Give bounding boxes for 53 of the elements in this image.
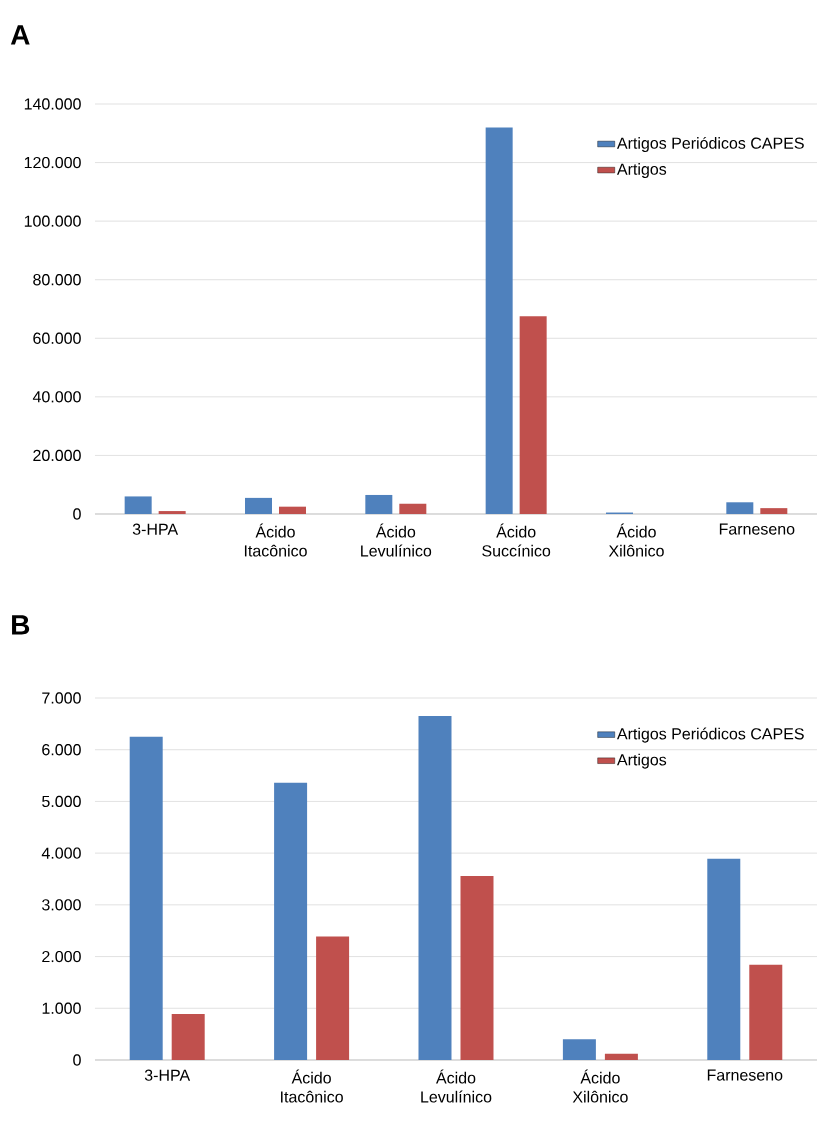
x-tick-label: Farneseno [707, 1069, 783, 1081]
legend-label: Artigos [616, 163, 667, 178]
legend-label: Artigos [616, 753, 667, 769]
bar [760, 508, 788, 514]
bar [519, 316, 547, 514]
bar [460, 875, 494, 1060]
legend-label: Artigos Periódicos CAPES [616, 727, 804, 743]
bar [278, 506, 306, 514]
y-tick-label: 20.000 [33, 449, 81, 462]
bar [726, 502, 754, 514]
bar [418, 716, 452, 1060]
y-tick-label: 3.000 [42, 899, 81, 911]
x-tick-label: Ácido Itacônico [281, 1069, 343, 1103]
y-tick-label: 5.000 [42, 795, 81, 808]
y-tick-label: 100.000 [24, 215, 81, 227]
bar [604, 1053, 638, 1060]
bar [365, 494, 393, 514]
y-tick-label: 0 [73, 1054, 81, 1066]
bar [399, 503, 427, 514]
y-tick-label: 4.000 [41, 847, 81, 859]
x-tick-label: Ácido Levulínico [361, 523, 432, 557]
y-tick-label: 140.000 [24, 98, 81, 110]
bar [245, 497, 272, 514]
x-tick-label: Ácido Xilônico [608, 523, 664, 557]
bar [124, 496, 152, 514]
y-tick-label: 1.000 [42, 1002, 81, 1014]
bar [158, 511, 186, 514]
bar [749, 964, 783, 1060]
bar [485, 127, 513, 514]
y-tick-label: 2.000 [42, 950, 81, 963]
bar [707, 858, 741, 1060]
bar [274, 782, 308, 1060]
chart-title: B [12, 615, 30, 635]
bar [171, 1013, 205, 1060]
bar [316, 936, 350, 1060]
x-tick-label: Ácido Succínico [482, 523, 551, 557]
x-tick-label: Ácido Itacônico [244, 523, 307, 557]
bar [129, 736, 163, 1060]
y-tick-label: 7.000 [42, 692, 81, 704]
y-tick-label: 40.000 [32, 391, 81, 403]
y-tick-label: 120.000 [24, 156, 81, 169]
y-tick-label: 6.000 [42, 744, 81, 756]
x-tick-label: Ácido Levulínico [421, 1069, 492, 1103]
x-tick-label: Farneseno [719, 523, 795, 535]
y-tick-label: 0 [73, 508, 81, 520]
chart-title: A [10, 25, 30, 45]
y-tick-label: 80.000 [33, 274, 81, 286]
y-tick-label: 60.000 [33, 332, 81, 344]
x-tick-label: 3-HPA [144, 1069, 191, 1081]
x-tick-label: 3-HPA [132, 523, 179, 535]
legend-label: Artigos Periódicos CAPES [616, 136, 804, 153]
x-tick-label: Ácido Xilônico [572, 1069, 628, 1103]
bar [562, 1039, 596, 1060]
